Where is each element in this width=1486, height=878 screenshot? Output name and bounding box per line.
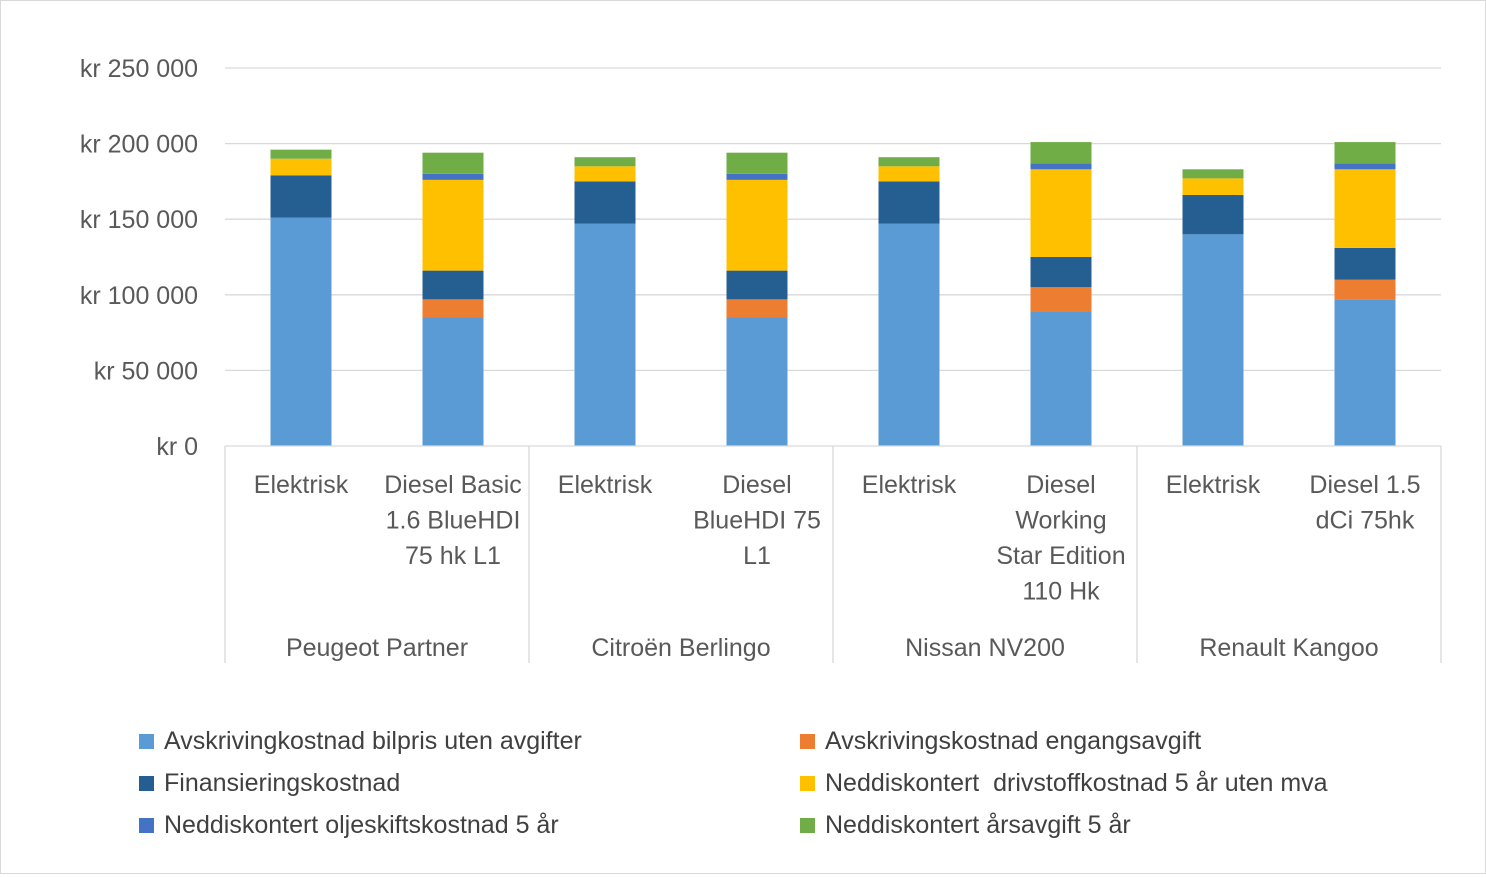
legend-item: Avskrivingskostnad engangsavgift (800, 727, 1201, 756)
x-category-label: Elektrisk (254, 471, 349, 499)
y-tick-label: kr 50 000 (94, 357, 198, 385)
bar-segment (726, 173, 788, 180)
bar-segment (1030, 287, 1092, 312)
bar-segment (270, 149, 332, 159)
legend-swatch (139, 818, 154, 833)
bar-segment (422, 179, 484, 271)
bar-segment (574, 166, 636, 182)
x-axis (224, 445, 1442, 663)
legend-item: Neddiskontert årsavgift 5 år (800, 811, 1131, 840)
bar-segment (878, 166, 940, 182)
bar-segment (1334, 279, 1396, 300)
legend-label: Finansieringskostnad (164, 769, 401, 797)
x-category-label: Diesel Basic 1.6 BlueHDI 75 hk L1 (384, 471, 522, 570)
bar-segment (1030, 311, 1092, 446)
legend-item: Avskrivingkostnad bilpris uten avgifter (139, 727, 582, 756)
bar-segment (422, 317, 484, 446)
bar-segment (270, 217, 332, 446)
bar-segment (726, 270, 788, 300)
bar-segment (1182, 195, 1244, 235)
bar-segment (574, 223, 636, 446)
bar-segment (1030, 257, 1092, 288)
bar-segment (726, 152, 788, 174)
bar-segment (270, 158, 332, 176)
bar-segment (878, 157, 940, 167)
legend-item: Finansieringskostnad (139, 769, 400, 798)
y-tick-label: kr 100 000 (80, 282, 198, 310)
x-group-label: Nissan NV200 (905, 634, 1065, 662)
legend-swatch (139, 734, 154, 749)
legend-swatch (800, 818, 815, 833)
legend-swatch (800, 734, 815, 749)
bars (270, 142, 1396, 446)
bar-segment (1182, 178, 1244, 196)
legend-label: Neddiskontert drivstoffkostnad 5 år uten… (825, 769, 1328, 797)
x-category-label: Elektrisk (1166, 471, 1261, 499)
bar-segment (878, 181, 940, 224)
x-group-label: Citroën Berlingo (591, 634, 770, 662)
legend-label: Neddiskontert årsavgift 5 år (825, 811, 1131, 839)
bar-segment (422, 173, 484, 180)
bar-segment (1334, 299, 1396, 446)
bar-segment (726, 299, 788, 318)
x-group-label: Renault Kangoo (1199, 634, 1378, 662)
bar-segment (1182, 169, 1244, 179)
bar-segment (574, 157, 636, 167)
bar-segment (1334, 163, 1396, 170)
bar-segment (1182, 234, 1244, 446)
bar-segment (726, 179, 788, 271)
x-category-label: Elektrisk (558, 471, 653, 499)
legend-swatch (139, 776, 154, 791)
y-tick-label: kr 200 000 (80, 131, 198, 159)
legend-item: Neddiskontert drivstoffkostnad 5 år uten… (800, 769, 1328, 798)
bar-segment (1030, 163, 1092, 170)
x-axis-group-labels: Peugeot Partner Citroën Berlingo Nissan NV… (286, 634, 1379, 662)
bar-segment (726, 317, 788, 446)
y-tick-label: kr 250 000 (80, 55, 198, 83)
gridlines (225, 67, 1441, 372)
legend-label: Avskrivingkostnad bilpris uten avgifter (164, 727, 582, 755)
x-category-label: Elektrisk (862, 471, 957, 499)
bar-segment (878, 223, 940, 446)
legend-swatch (800, 776, 815, 791)
y-tick-label: kr 150 000 (80, 206, 198, 234)
y-tick-label: kr 0 (156, 433, 198, 461)
legend-label: Neddiskontert oljeskiftskostnad 5 år (164, 811, 559, 839)
x-category-label: Diesel 1.5 dCi 75hk (1309, 471, 1420, 535)
bar-segment (1334, 247, 1396, 280)
bar-segment (574, 181, 636, 224)
bar-segment (1030, 169, 1092, 257)
bar-segment (422, 299, 484, 318)
x-category-label: Diesel Working Star Edition 110 Hk (996, 471, 1125, 606)
bar-segment (270, 175, 332, 218)
bar-segment (1030, 142, 1092, 164)
x-group-label: Peugeot Partner (286, 634, 468, 662)
bar-segment (422, 270, 484, 300)
x-category-label: Diesel BlueHDI 75 L1 (693, 471, 821, 570)
legend-item: Neddiskontert oljeskiftskostnad 5 år (139, 811, 559, 840)
y-axis-tick-labels: kr 0 kr 50 000 kr 100 000 kr 150 000 kr 200 … (80, 55, 198, 461)
x-axis-category-labels: Elektrisk Diesel Basic 1.6 BlueHDI 75 hk L1… (254, 471, 1421, 606)
bar-segment (1334, 142, 1396, 164)
bar-segment (1334, 169, 1396, 248)
legend-label: Avskrivingskostnad engangsavgift (825, 727, 1202, 755)
bar-segment (422, 152, 484, 174)
